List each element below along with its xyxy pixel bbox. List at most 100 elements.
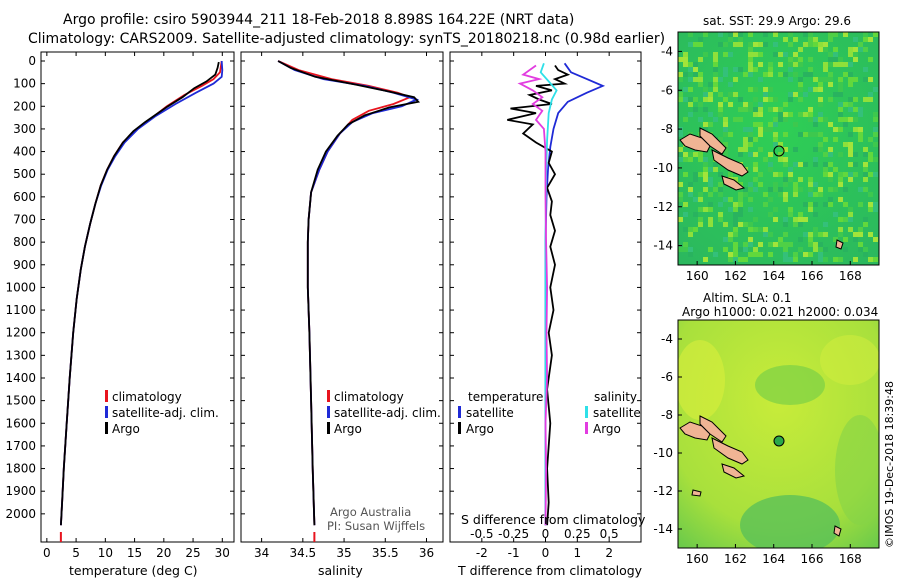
series-line-temperature-satellite (544, 62, 606, 526)
sst-pixel (688, 112, 693, 117)
sst-pixel (838, 82, 843, 87)
sst-pixel (713, 187, 718, 192)
sst-pixel (703, 127, 708, 132)
sst-pixel (693, 212, 698, 217)
sst-pixel (818, 247, 823, 252)
sst-pixel (703, 157, 708, 162)
sst-pixel (828, 52, 833, 57)
sla-blob (820, 335, 879, 385)
sst-pixel (853, 237, 858, 242)
sst-pixel (688, 62, 693, 67)
sst-pixel (858, 42, 863, 47)
sst-pixel (778, 72, 783, 77)
sst-pixel (678, 92, 683, 97)
note-argo-australia: Argo Australia (330, 505, 411, 519)
sst-pixel (843, 172, 848, 177)
sst-pixel (783, 257, 788, 262)
legend-title-temperature: temperature (468, 390, 543, 404)
sst-pixel (723, 247, 728, 252)
sst-pixel (713, 62, 718, 67)
sst-pixel (828, 202, 833, 207)
x-tick-label: 15 (127, 546, 142, 560)
sst-pixel (783, 217, 788, 222)
sla-map-title-line2: Argo h1000: 0.021 h2000: 0.034 (682, 305, 878, 319)
sst-pixel (843, 202, 848, 207)
depth-tick-label: 2000 (5, 507, 36, 521)
sst-pixel (763, 72, 768, 77)
sst-pixel (778, 117, 783, 122)
sst-pixel (688, 192, 693, 197)
sla-map-frame (677, 319, 880, 549)
sst-pixel (738, 37, 743, 42)
legend-swatch-s-argo (585, 422, 588, 434)
sst-pixel (813, 227, 818, 232)
sst-pixel (743, 242, 748, 247)
sla-blobs (678, 335, 879, 548)
sst-pixel (748, 227, 753, 232)
sst-pixel (738, 107, 743, 112)
sst-pixel (793, 57, 798, 62)
sst-pixel (748, 142, 753, 147)
sst-pixel (858, 137, 863, 142)
depth-tick-label: 600 (13, 190, 36, 204)
sst-pixel (748, 127, 753, 132)
sst-pixel (733, 242, 738, 247)
sst-pixel (783, 192, 788, 197)
island-shape (691, 489, 702, 497)
sst-pixel (843, 122, 848, 127)
sst-pixel (753, 137, 758, 142)
legend-swatch-t-argo (458, 422, 461, 434)
sst-pixel (748, 137, 753, 142)
sst-pixel (753, 87, 758, 92)
sst-pixel (813, 132, 818, 137)
sst-pixel (788, 97, 793, 102)
sst-pixel (728, 32, 733, 37)
sst-pixel (838, 87, 843, 92)
sst-pixel (833, 127, 838, 132)
sst-pixel (683, 242, 688, 247)
sst-pixel (798, 77, 803, 82)
sst-pixel (738, 182, 743, 187)
sst-pixel (858, 107, 863, 112)
sst-pixel (728, 82, 733, 87)
sst-pixel (828, 37, 833, 42)
sst-pixel (838, 102, 843, 107)
sst-pixel (863, 77, 868, 82)
sst-pixel (823, 117, 828, 122)
sst-pixel (828, 57, 833, 62)
sst-pixel (758, 102, 763, 107)
sst-pixel (808, 237, 813, 242)
sst-pixel (728, 52, 733, 57)
sst-pixel (728, 197, 733, 202)
depth-tick-label: 1800 (5, 462, 36, 476)
sst-pixel (678, 157, 683, 162)
sst-pixel (693, 97, 698, 102)
sst-pixel (838, 197, 843, 202)
sst-pixel (713, 52, 718, 57)
sst-pixel (783, 112, 788, 117)
map-lon-label: 162 (724, 552, 747, 566)
sst-pixel (853, 172, 858, 177)
sst-pixel (863, 32, 868, 37)
legend-label-t-satellite: satellite (466, 406, 514, 420)
sst-pixel (808, 42, 813, 47)
sst-pixel (703, 122, 708, 127)
sst-pixel (823, 202, 828, 207)
sst-pixel (733, 222, 738, 227)
sst-pixel (833, 32, 838, 37)
legend-label-satellite: satellite-adj. clim. (334, 406, 441, 420)
sst-pixel (693, 62, 698, 67)
sst-pixel (858, 242, 863, 247)
sst-pixel (763, 202, 768, 207)
sst-pixel (763, 227, 768, 232)
sst-pixel (788, 77, 793, 82)
sst-pixel (723, 72, 728, 77)
sst-pixel (853, 107, 858, 112)
map-lat-label: -4 (661, 44, 673, 58)
sst-pixel (818, 147, 823, 152)
sst-pixel (683, 62, 688, 67)
sst-pixel (863, 147, 868, 152)
sst-pixel (873, 112, 878, 117)
sst-pixel (818, 132, 823, 137)
x-tick-label: -2 (476, 546, 488, 560)
